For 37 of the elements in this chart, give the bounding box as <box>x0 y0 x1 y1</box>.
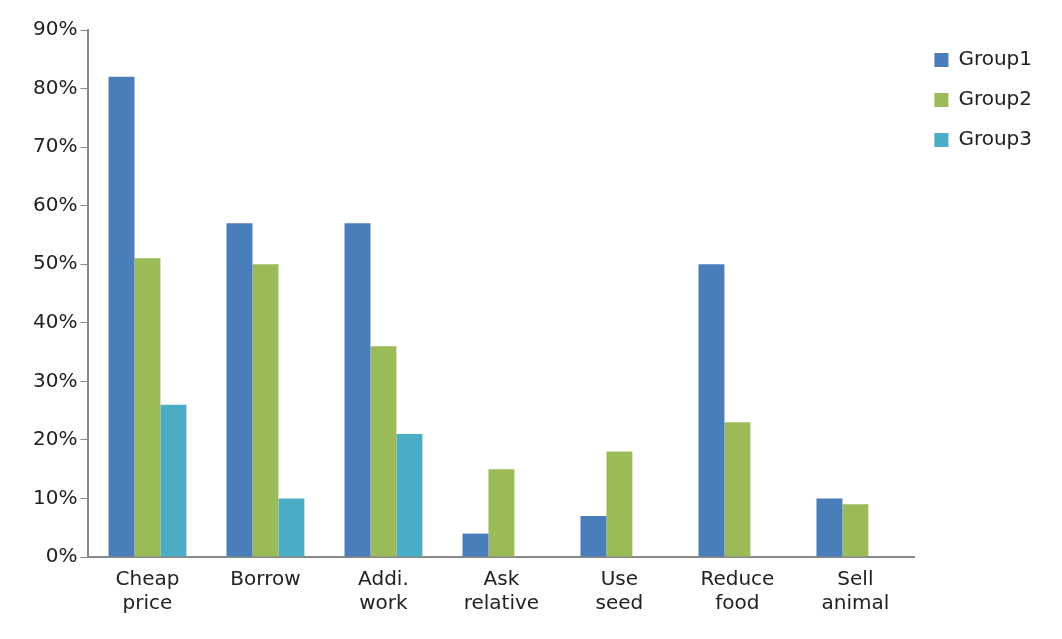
y-tick-label: 40% <box>33 308 78 333</box>
y-tick-label: 50% <box>33 250 78 275</box>
x-tick-label: Borrow <box>230 566 301 591</box>
bar <box>462 533 489 557</box>
bar <box>396 434 423 557</box>
y-tick-label: 80% <box>33 74 78 99</box>
bar <box>816 498 843 557</box>
y-tick-label: 70% <box>33 133 78 158</box>
bar <box>488 469 515 557</box>
bar <box>842 504 869 557</box>
bar <box>226 223 253 557</box>
bar <box>134 258 161 557</box>
y-tick-label: 10% <box>33 484 78 509</box>
y-tick-label: 60% <box>33 191 78 216</box>
x-tick-label: Use seed <box>595 566 644 615</box>
bar <box>160 404 187 557</box>
legend-label: Group3 <box>958 126 1033 151</box>
x-tick-label: Reduce food <box>700 566 775 615</box>
bar <box>278 498 305 557</box>
x-tick-label: Sell animal <box>821 566 890 615</box>
legend-label: Group2 <box>958 86 1033 111</box>
bar <box>108 76 135 557</box>
bar <box>724 422 751 557</box>
x-tick-label: Cheap price <box>115 566 180 615</box>
legend-label: Group1 <box>958 46 1033 71</box>
bar <box>370 346 397 557</box>
bar <box>344 223 371 557</box>
x-tick-label: Addi. work <box>358 566 409 615</box>
x-tick-label: Ask relative <box>463 566 540 615</box>
y-tick-label: 90% <box>33 16 78 41</box>
bar <box>252 264 279 557</box>
y-tick-label: 0% <box>45 543 78 568</box>
y-tick-label: 30% <box>33 367 78 392</box>
bar <box>606 451 633 557</box>
y-tick-label: 20% <box>33 426 78 451</box>
bar <box>698 264 725 557</box>
bar <box>580 516 607 557</box>
